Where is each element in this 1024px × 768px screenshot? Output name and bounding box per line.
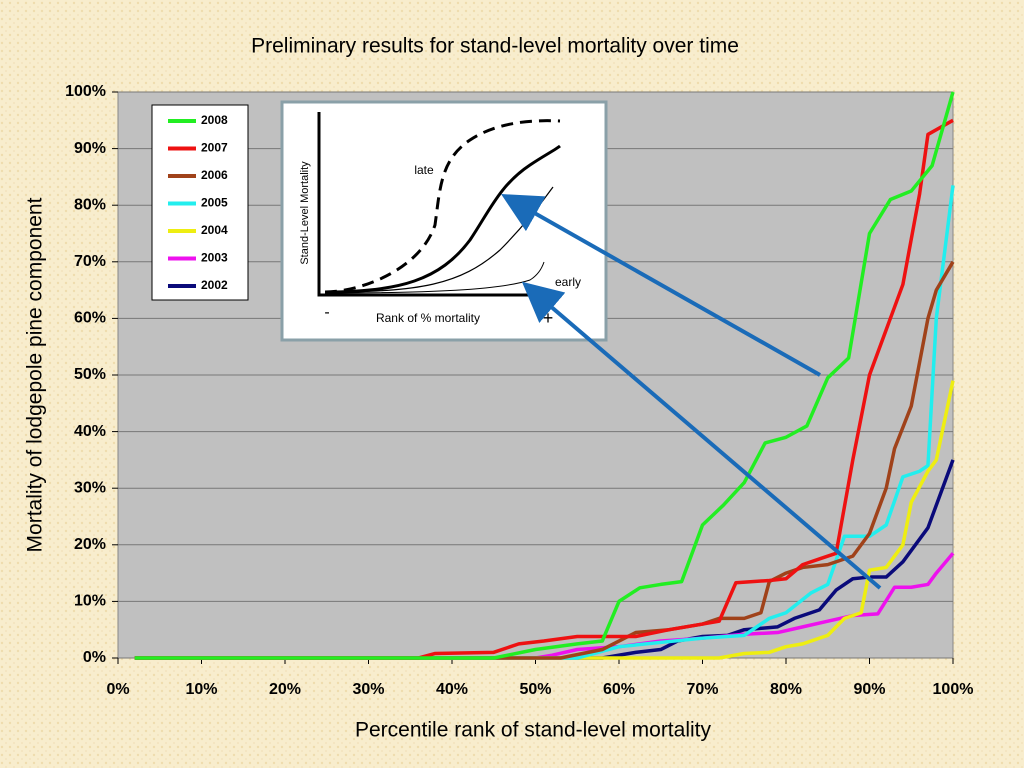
inset-label: late: [414, 163, 434, 177]
y-tick-label: 20%: [74, 536, 106, 553]
x-axis-label: Percentile rank of stand-level mortality: [355, 719, 711, 742]
x-tick-label: 50%: [519, 681, 551, 698]
inset-label: +: [543, 308, 554, 328]
inset-curve: [324, 144, 561, 294]
legend: [151, 104, 249, 301]
chart-title: Preliminary results for stand-level mort…: [251, 35, 739, 58]
inset-axes: [317, 112, 545, 297]
x-tick-label: 20%: [269, 681, 301, 698]
inset: Stand-Level Mortality late early - Rank …: [280, 100, 608, 342]
y-tick-label: 60%: [74, 310, 106, 327]
legend-label: 2005: [201, 196, 228, 210]
inset-box: [280, 100, 608, 342]
arrow: [521, 281, 882, 590]
legend-label: 2003: [201, 251, 228, 265]
inset-curve: [324, 261, 545, 294]
series-line: [134, 552, 955, 660]
y-tick-label: 0%: [83, 649, 106, 666]
x-tick-label: 60%: [603, 681, 635, 698]
legend-label: 2006: [201, 168, 228, 182]
x-tick-label: 40%: [436, 681, 468, 698]
x-tick-label: 100%: [933, 681, 974, 698]
series-line: [134, 260, 955, 660]
legend-label: 2002: [201, 278, 228, 292]
arrow: [501, 194, 821, 377]
y-tick-label: 40%: [74, 423, 106, 440]
y-tick-label: 90%: [74, 140, 106, 157]
series-line: [134, 380, 955, 660]
legend-label: 2008: [201, 113, 228, 127]
x-tick-label: 30%: [352, 681, 384, 698]
x-tick-label: 0%: [106, 681, 129, 698]
x-tick-label: 10%: [185, 681, 217, 698]
y-tick-label: 50%: [74, 366, 106, 383]
inset-y-label: Stand-Level Mortality: [299, 161, 311, 265]
legend-label: 2004: [201, 223, 228, 237]
y-tick-label: 30%: [74, 479, 106, 496]
x-tick-label: 70%: [686, 681, 718, 698]
y-tick-label: 10%: [74, 593, 106, 610]
inset-x-label: Rank of % mortality: [376, 311, 480, 325]
series-line: [134, 459, 955, 660]
series-line: [134, 185, 955, 660]
inset-label: -: [324, 304, 329, 321]
legend-label: 2007: [201, 141, 228, 155]
x-tick-label: 90%: [853, 681, 885, 698]
y-tick-label: 80%: [74, 196, 106, 213]
x-tick-label: 80%: [770, 681, 802, 698]
y-tick-label: 100%: [65, 83, 106, 100]
y-axis-label: Mortality of lodgepole pine component: [24, 197, 47, 552]
series-line: [134, 118, 954, 660]
inset-curve: [324, 119, 561, 294]
y-tick-label: 70%: [74, 253, 106, 270]
legend-entries: 2002 2003 2004 2005 2006 2007 2008: [168, 113, 228, 292]
inset-label: early: [555, 275, 581, 289]
series-line: [134, 91, 955, 660]
lines: [134, 91, 955, 660]
